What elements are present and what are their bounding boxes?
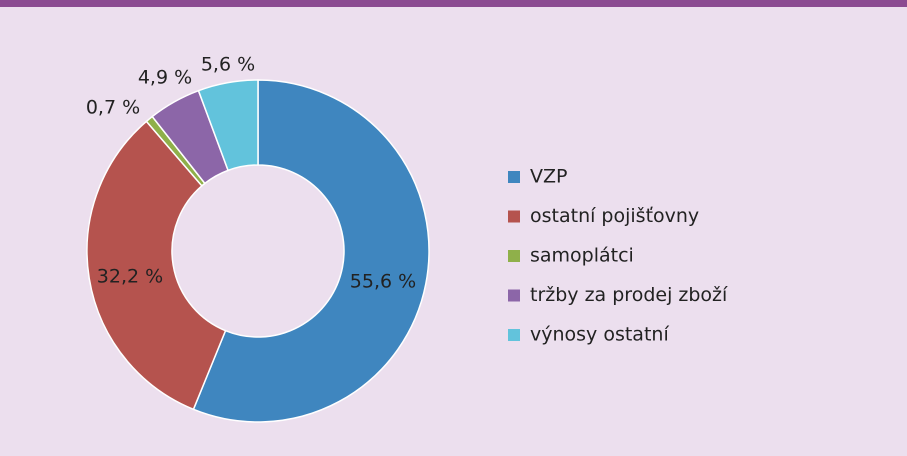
legend-label: výnosy ostatní <box>530 324 669 346</box>
legend-swatch <box>508 250 520 262</box>
legend-swatch <box>508 210 520 223</box>
legend-label: ostatní pojišťovny <box>530 205 699 227</box>
data-label: 32,2 % <box>97 266 163 288</box>
data-label: 0,7 % <box>86 97 140 119</box>
donut-slice <box>192 79 430 423</box>
legend-label: tržby za prodej zboží <box>530 284 728 306</box>
legend-label: VZP <box>530 166 567 188</box>
donut-slice <box>197 79 259 172</box>
legend-swatch <box>508 171 520 183</box>
data-label: 55,6 % <box>350 271 416 293</box>
legend-swatch <box>508 329 520 341</box>
legend-label: samoplátci <box>530 245 634 267</box>
data-label: 4,9 % <box>138 67 192 89</box>
donut-slice <box>86 120 227 411</box>
legend-swatch <box>508 289 520 302</box>
data-label: 5,6 % <box>201 54 255 76</box>
top-bar <box>0 0 907 7</box>
